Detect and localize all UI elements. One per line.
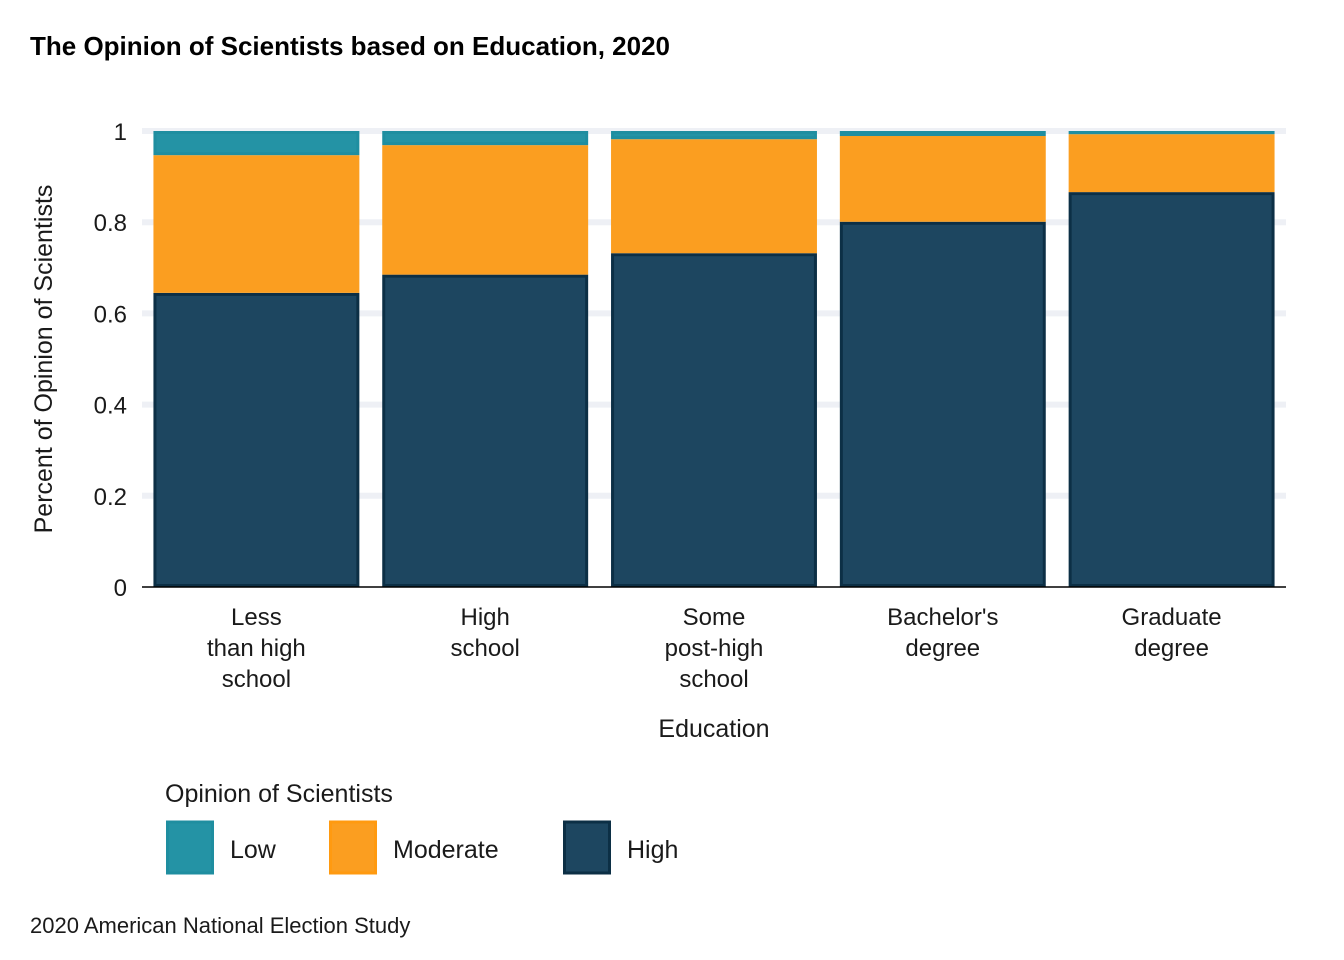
x-tick-label-line: High <box>461 604 510 631</box>
legend-swatch-moderate <box>329 820 377 875</box>
bar-high <box>382 274 589 587</box>
bar-high <box>153 292 360 587</box>
x-tick-label-line: post-high <box>665 635 764 662</box>
y-tick-label: 0.4 <box>94 393 127 420</box>
y-axis-ticks: 0 0.2 0.4 0.6 0.8 1 <box>94 119 127 602</box>
legend-swatch-low <box>166 820 214 875</box>
y-tick-label: 0.8 <box>94 210 127 237</box>
legend-label-high: High <box>627 836 678 864</box>
x-tick-label-line: degree <box>905 635 980 662</box>
x-tick-label-line: school <box>451 635 520 662</box>
bar-moderate <box>153 155 360 293</box>
bar-low <box>611 131 817 140</box>
bar-moderate <box>839 136 1046 222</box>
legend: Opinion of Scientists Low Moderate High <box>165 780 678 875</box>
x-tick-label-line: Bachelor's <box>887 604 998 631</box>
x-tick-label: High school <box>451 604 520 662</box>
x-tick-label-line: Less <box>231 604 282 631</box>
bar-low <box>839 131 1046 137</box>
legend-label-low: Low <box>230 836 277 864</box>
x-tick-label: Graduate degree <box>1122 604 1222 662</box>
y-axis-title: Percent of Opinion of Scientists <box>30 185 58 534</box>
legend-title: Opinion of Scientists <box>165 780 393 808</box>
bar-moderate <box>382 145 589 275</box>
legend-swatch-high <box>563 820 611 875</box>
bar-moderate <box>1068 134 1275 193</box>
bar-low <box>153 131 360 156</box>
x-tick-label: Some post-high school <box>665 604 764 693</box>
x-tick-label: Bachelor's degree <box>887 604 998 662</box>
legend-label-moderate: Moderate <box>393 836 499 864</box>
y-tick-label: 0.6 <box>94 301 127 328</box>
y-tick-label: 1 <box>114 119 127 146</box>
x-tick-label: Less than high school <box>207 604 306 693</box>
bars <box>153 131 1275 588</box>
x-tick-label-line: Some <box>683 604 746 631</box>
x-tick-label-line: Graduate <box>1122 604 1222 631</box>
x-tick-label-line: school <box>222 666 291 693</box>
bar-low <box>382 131 589 146</box>
chart-title: The Opinion of Scientists based on Educa… <box>30 31 670 61</box>
x-tick-label-line: than high <box>207 635 306 662</box>
x-tick-label-line: school <box>679 666 748 693</box>
x-axis-ticks: Less than high school High school Some post-hi… <box>207 604 1222 693</box>
bar-high <box>839 221 1046 588</box>
y-tick-label: 0.2 <box>94 484 127 511</box>
x-tick-label-line: degree <box>1134 635 1209 662</box>
caption: 2020 American National Election Study <box>30 913 410 938</box>
y-tick-label: 0 <box>114 575 127 602</box>
x-axis-title: Education <box>658 715 769 743</box>
bar-high <box>611 253 817 587</box>
bar-high <box>1068 192 1275 587</box>
bar-moderate <box>611 139 817 254</box>
